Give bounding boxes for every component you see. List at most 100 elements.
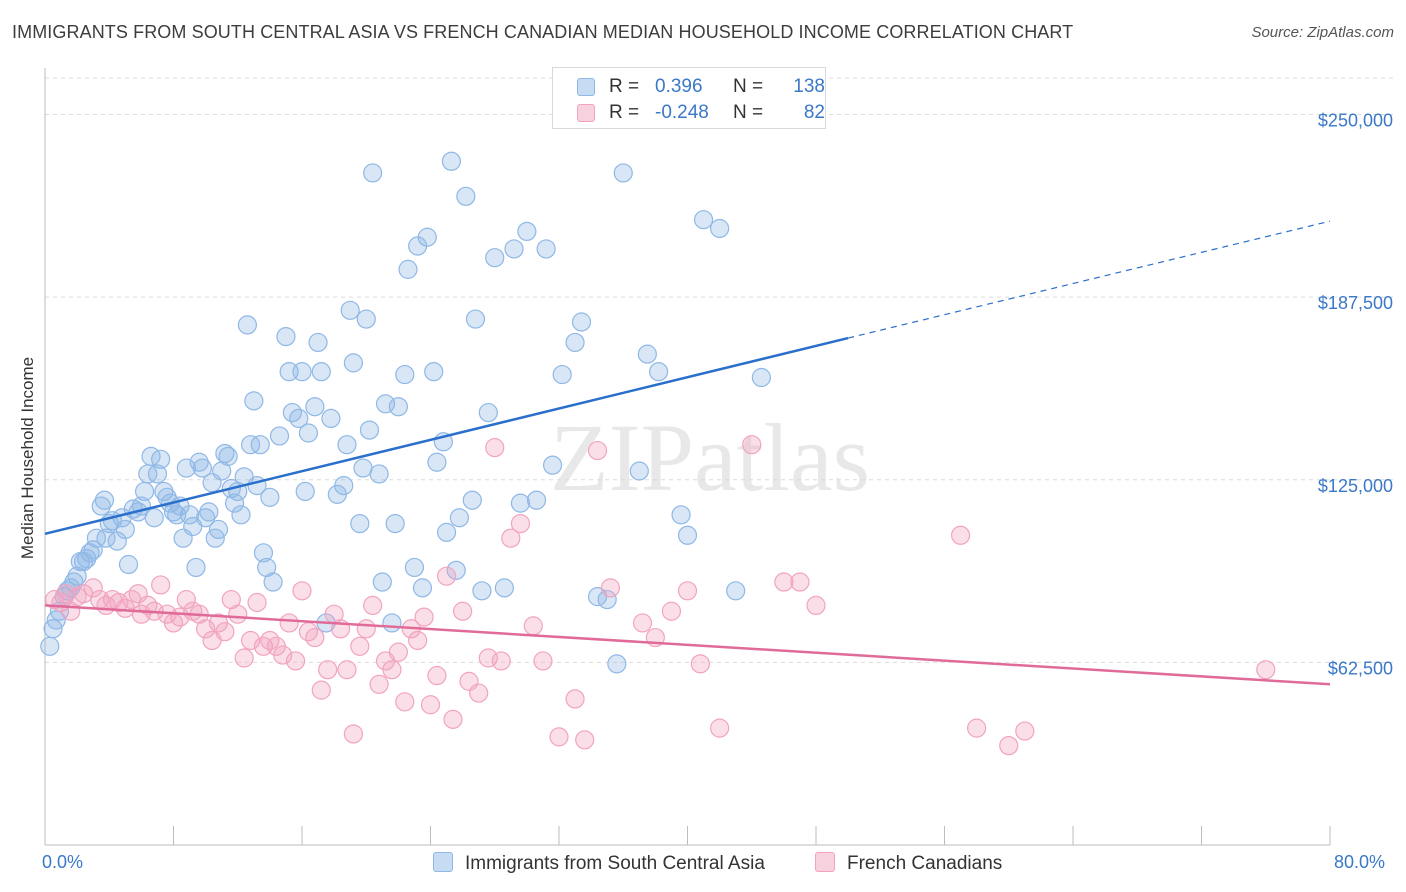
point-south-central-asia xyxy=(337,435,357,455)
point-south-central-asia xyxy=(260,487,280,507)
point-south-central-asia xyxy=(363,163,383,183)
point-south-central-asia xyxy=(224,493,245,513)
point-french-canadian xyxy=(356,619,376,639)
point-south-central-asia xyxy=(424,362,444,382)
point-south-central-asia xyxy=(96,528,116,548)
trend-lines xyxy=(44,220,1331,686)
point-french-canadian xyxy=(510,513,531,534)
y-axis-label: Median Household Income xyxy=(18,356,37,560)
point-french-canadian xyxy=(806,595,826,616)
point-french-canadian xyxy=(710,718,730,738)
point-south-central-asia xyxy=(526,490,547,510)
point-french-canadian xyxy=(575,730,595,750)
point-french-canadian xyxy=(533,651,553,671)
point-south-central-asia xyxy=(607,654,627,674)
point-south-central-asia xyxy=(292,362,312,382)
point-french-canadian xyxy=(469,683,489,703)
point-french-canadian xyxy=(285,651,306,671)
point-south-central-asia xyxy=(726,581,746,601)
y-tick-labels: $62,500 $125,000 $187,500 $250,000 xyxy=(1318,111,1393,679)
bottom-legend-series1: Immigrants from South Central Asia xyxy=(433,852,765,875)
point-south-central-asia xyxy=(334,476,354,496)
point-french-canadian xyxy=(690,654,710,674)
point-south-central-asia xyxy=(94,490,115,510)
point-south-central-asia xyxy=(542,455,563,475)
y-tick-label: $187,500 xyxy=(1318,293,1393,313)
point-south-central-asia xyxy=(186,557,206,578)
point-south-central-asia xyxy=(147,464,168,484)
point-south-central-asia xyxy=(151,449,171,469)
x-tick-label-max: 80.0% xyxy=(1334,852,1386,872)
point-french-canadian xyxy=(247,592,267,613)
point-south-central-asia xyxy=(446,560,466,580)
point-french-canadian xyxy=(485,438,505,458)
point-south-central-asia xyxy=(388,397,408,417)
chart-title: IMMIGRANTS FROM SOUTH CENTRAL ASIA VS FR… xyxy=(12,22,1074,42)
point-south-central-asia xyxy=(417,227,437,247)
point-south-central-asia xyxy=(189,452,209,472)
point-french-canadian xyxy=(420,695,441,715)
point-south-central-asia xyxy=(353,458,373,478)
point-south-central-asia xyxy=(196,508,216,528)
point-south-central-asia xyxy=(478,402,498,423)
point-french-canadian xyxy=(318,660,338,680)
point-french-canadian xyxy=(999,736,1019,756)
point-french-canadian xyxy=(1015,721,1035,741)
stats-legend: R = 0.396 N = 138 R = -0.248 N = 82 xyxy=(552,67,826,129)
point-south-central-asia xyxy=(305,397,325,417)
legend-swatch-series2 xyxy=(577,104,595,122)
point-south-central-asia xyxy=(613,163,633,183)
point-french-canadian xyxy=(427,665,447,686)
point-south-central-asia xyxy=(597,589,617,610)
r-label: R = xyxy=(609,102,640,123)
point-south-central-asia xyxy=(395,364,415,385)
point-south-central-asia xyxy=(298,423,319,443)
point-south-central-asia xyxy=(308,332,328,353)
point-french-canadian xyxy=(279,613,299,633)
point-south-central-asia xyxy=(83,540,103,560)
x-tick-label-min: 0.0% xyxy=(42,852,84,872)
point-south-central-asia xyxy=(552,364,572,385)
point-french-canadian xyxy=(443,709,463,729)
point-south-central-asia xyxy=(244,391,264,411)
point-south-central-asia xyxy=(449,508,470,528)
y-tick-label: $125,000 xyxy=(1318,476,1393,496)
point-french-canadian xyxy=(523,616,543,636)
point-south-central-asia xyxy=(465,309,486,329)
point-south-central-asia xyxy=(263,572,283,592)
point-south-central-asia xyxy=(648,362,669,382)
point-south-central-asia xyxy=(276,326,296,347)
point-french-canadian xyxy=(369,674,389,694)
point-south-central-asia xyxy=(536,239,556,259)
point-south-central-asia xyxy=(472,581,492,601)
point-french-canadian xyxy=(436,566,457,586)
point-french-canadian xyxy=(305,627,325,648)
n-value: 138 xyxy=(793,76,825,97)
point-french-canadian xyxy=(234,648,254,668)
point-south-central-asia xyxy=(571,312,592,332)
legend-label-series2: French Canadians xyxy=(847,853,1003,874)
legend-label-series1: Immigrants from South Central Asia xyxy=(465,853,765,874)
point-south-central-asia xyxy=(385,513,405,534)
point-south-central-asia xyxy=(404,557,425,578)
point-french-canadian xyxy=(388,642,408,662)
point-french-canadian xyxy=(790,572,810,592)
point-south-central-asia xyxy=(289,408,309,429)
point-south-central-asia xyxy=(340,300,360,320)
point-french-canadian xyxy=(600,578,621,598)
point-south-central-asia xyxy=(134,481,155,502)
point-south-central-asia xyxy=(494,578,514,598)
point-south-central-asia xyxy=(144,508,164,528)
point-french-canadian xyxy=(228,604,248,624)
n-value: 82 xyxy=(803,102,825,123)
legend-swatch-series1 xyxy=(577,78,595,96)
point-south-central-asia xyxy=(398,259,418,279)
point-french-canadian xyxy=(395,692,415,712)
point-french-canadian xyxy=(587,440,608,461)
point-south-central-asia xyxy=(250,435,270,455)
point-french-canadian xyxy=(414,607,434,627)
point-south-central-asia xyxy=(462,490,482,510)
point-south-central-asia xyxy=(356,309,376,329)
legend-swatch-series1 xyxy=(433,852,453,872)
point-south-central-asia xyxy=(637,344,657,364)
